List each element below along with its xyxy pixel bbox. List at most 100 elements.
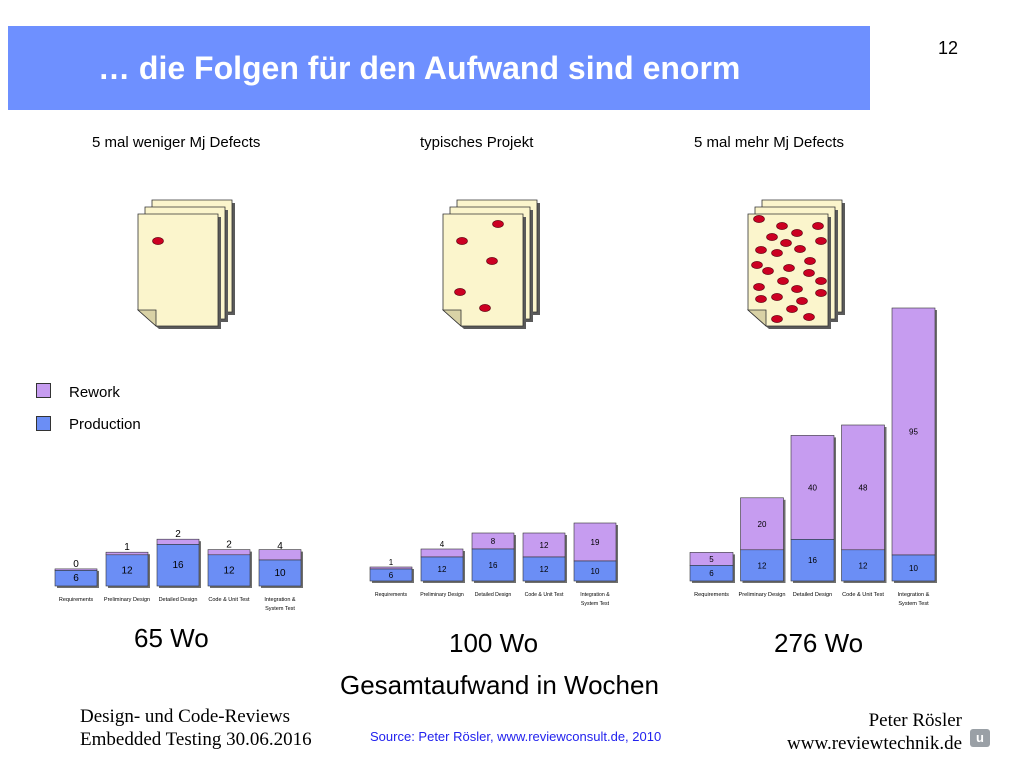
data-label-rework: 95: [909, 428, 918, 437]
bar-rework: [573, 522, 617, 562]
data-label-rework: 8: [491, 537, 496, 546]
data-label-rework: 2: [175, 529, 181, 540]
defect-marker: [479, 304, 491, 312]
footer-website: www.reviewtechnik.de: [787, 733, 962, 754]
chart-caption: Gesamtaufwand in Wochen: [340, 670, 659, 700]
bar-production: [689, 565, 734, 582]
title-bar: [8, 26, 870, 110]
scenario-title-high: 5 mal mehr Mj Defects: [694, 134, 845, 151]
slide-number: 12: [938, 38, 959, 58]
category-label: Requirements: [59, 597, 93, 603]
defect-marker: [786, 305, 798, 313]
legend-rework-swatch: [36, 383, 51, 398]
footer-author: Peter Rösler: [868, 710, 962, 731]
slide-title: … die Folgen für den Aufwand sind enorm: [98, 50, 741, 86]
bar-production: [420, 556, 464, 582]
data-label-production: 10: [274, 568, 286, 579]
category-label: Preliminary Design: [739, 592, 786, 598]
legend-rework-label: Rework: [69, 384, 120, 401]
footer-left: Design- und Code-Reviews Embedded Testin…: [80, 705, 312, 751]
defect-marker: [803, 313, 815, 321]
bar-production: [740, 549, 784, 582]
category-label: Integration &: [898, 592, 930, 598]
data-label-rework: 1: [124, 542, 130, 553]
document-stack: [746, 199, 845, 329]
defect-marker: [766, 233, 778, 241]
data-label-rework: 4: [277, 541, 283, 552]
data-label-production: 12: [121, 565, 133, 576]
defect-marker: [783, 264, 795, 272]
bar-production: [790, 539, 835, 582]
category-label: Code & Unit Test: [842, 592, 884, 598]
category-label: System Test: [581, 601, 610, 607]
data-label-rework: 40: [808, 483, 817, 492]
document-stack: [441, 199, 540, 329]
page-fold: [441, 309, 462, 327]
defect-marker: [771, 293, 783, 301]
defect-marker: [803, 269, 815, 277]
data-label-production: 12: [859, 561, 868, 570]
defect-marker: [492, 220, 504, 228]
category-label: Preliminary Design: [104, 597, 150, 603]
bar-production: [891, 554, 936, 582]
category-label: System Test: [265, 606, 295, 612]
data-label-rework: 2: [226, 540, 232, 551]
legend-production-label: Production: [69, 416, 141, 433]
defect-marker: [454, 288, 466, 296]
defect-marker: [486, 257, 498, 265]
defect-marker: [152, 237, 164, 245]
bar-production: [105, 554, 149, 587]
data-label-production: 6: [73, 573, 79, 584]
page-fold: [136, 309, 157, 327]
defect-marker: [753, 215, 765, 223]
defect-marker: [791, 285, 803, 293]
data-label-production: 12: [758, 561, 767, 570]
defect-marker: [796, 297, 808, 305]
scenario-title-typical: typisches Projekt: [420, 134, 534, 151]
total-high: 276 Wo: [774, 628, 864, 658]
defect-marker: [753, 283, 765, 291]
data-label-rework: 19: [591, 538, 600, 547]
data-label-production: 6: [709, 569, 714, 578]
data-label-rework: 4: [440, 540, 445, 549]
bar-rework: [420, 548, 464, 558]
data-label-production: 16: [172, 560, 184, 571]
bar-production: [156, 544, 200, 587]
data-label-production: 10: [909, 564, 918, 573]
category-label: Preliminary Design: [420, 592, 464, 598]
defect-marker: [780, 239, 792, 247]
data-label-rework: 20: [758, 520, 767, 529]
bar-production: [207, 554, 251, 587]
data-label-production: 12: [540, 565, 549, 574]
defect-marker: [791, 229, 803, 237]
bar-production: [471, 548, 515, 582]
data-label-rework: 48: [859, 483, 868, 492]
page-fold: [746, 309, 767, 327]
bar-production: [54, 570, 98, 587]
defect-marker: [771, 315, 783, 323]
bar-production: [369, 568, 413, 582]
defect-marker: [771, 249, 783, 257]
defect-marker: [815, 237, 827, 245]
category-label: Detailed Design: [475, 592, 512, 598]
data-label-rework: 12: [540, 541, 549, 550]
bar-rework: [790, 435, 835, 540]
defect-marker: [804, 257, 816, 265]
category-label: Code & Unit Test: [208, 597, 250, 603]
data-label-production: 16: [808, 556, 817, 565]
data-label-production: 12: [438, 565, 447, 574]
category-label: System Test: [898, 601, 929, 607]
defect-marker: [794, 245, 806, 253]
legend-production-swatch: [36, 416, 51, 431]
data-label-production: 10: [591, 567, 600, 576]
bar-production: [841, 549, 885, 582]
defect-marker: [755, 246, 767, 254]
data-label-production: 12: [223, 565, 235, 576]
data-label-rework: 0: [73, 559, 79, 570]
category-label: Integration &: [580, 592, 610, 598]
data-label-production: 6: [389, 571, 394, 580]
category-label: Code & Unit Test: [525, 592, 564, 598]
logo-icon: u: [970, 729, 990, 747]
scenario-title-low: 5 mal weniger Mj Defects: [92, 134, 261, 151]
category-label: Requirements: [375, 592, 408, 598]
